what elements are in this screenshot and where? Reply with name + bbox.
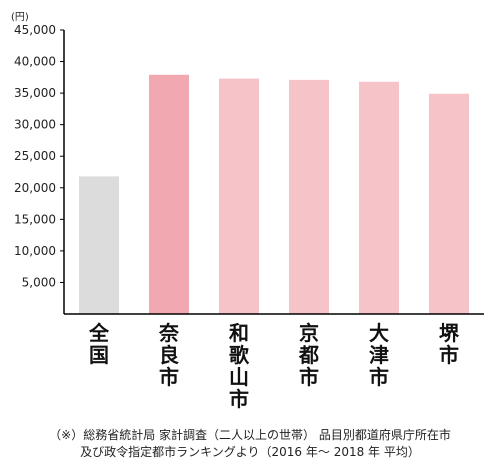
y-axis-unit-label: (円) [11,12,29,23]
y-tick-label: 45,000 [14,23,56,37]
bar [359,81,399,314]
x-axis-labels: 全国 奈良市 和歌山市 京都市 大津市 堺市 [88,321,460,411]
bar [219,78,259,315]
bar [79,176,119,314]
source-note-line-1: （※）総務省統計局 家計調査（二人以上の世帯） 品目別都道府県庁所在市 [49,428,451,442]
source-note-line-2: 及び政令指定都市ランキングより（2016 年～ 2018 年 平均） [80,445,420,459]
y-tick-label: 5,000 [22,275,56,289]
x-category-label: 和歌山市 [229,321,250,411]
y-tick-label: 20,000 [14,181,56,195]
y-tick-label: 25,000 [14,149,56,163]
bar [429,93,469,315]
x-category-label: 堺市 [439,321,460,367]
x-category-label: 全国 [88,321,110,367]
y-tick-label: 15,000 [14,212,56,226]
y-axis-ticks: 5,000 10,000 15,000 20,000 25,000 30,000 35,00… [14,23,64,289]
y-tick-label: 10,000 [14,244,56,258]
bars [79,74,469,315]
y-tick-label: 35,000 [14,86,56,100]
x-category-label: 京都市 [298,321,319,389]
y-tick-label: 30,000 [14,118,56,132]
y-tick-label: 40,000 [14,55,56,69]
x-category-label: 大津市 [369,321,389,389]
x-category-label: 奈良市 [158,321,180,389]
bar [149,74,189,314]
bar [289,79,329,314]
